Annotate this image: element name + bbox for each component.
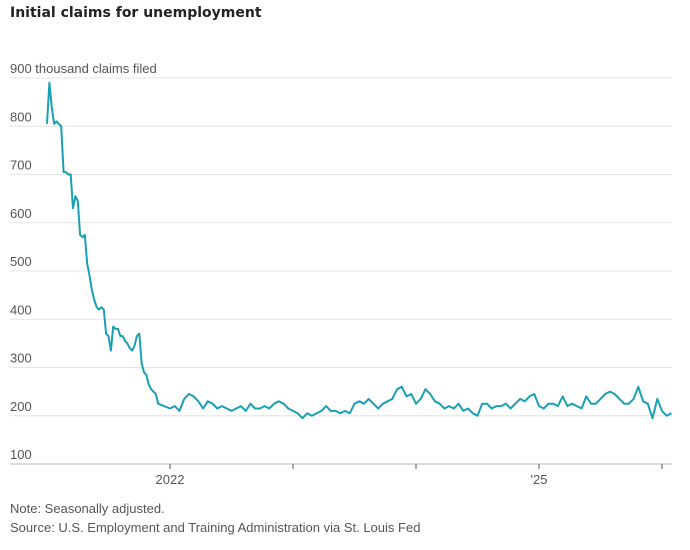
y-tick-label: 800 [10,109,32,124]
x-tick-label: '25 [531,472,548,487]
y-tick-label: 600 [10,206,32,221]
y-tick-label: 100 [10,447,32,462]
x-tick-label: 2022 [156,472,185,487]
y-axis-top-label: 900 thousand claims filed [10,61,157,76]
source-text: Source: U.S. Employment and Training Adm… [10,520,420,535]
note-text: Note: Seasonally adjusted. [10,501,165,516]
y-tick-label: 700 [10,158,32,173]
y-tick-label: 300 [10,351,32,366]
series-line-initial-claims [46,81,672,420]
y-tick-label: 500 [10,254,32,269]
y-tick-label: 200 [10,399,32,414]
chart-title: Initial claims for unemployment [10,5,262,21]
y-tick-label: 400 [10,302,32,317]
